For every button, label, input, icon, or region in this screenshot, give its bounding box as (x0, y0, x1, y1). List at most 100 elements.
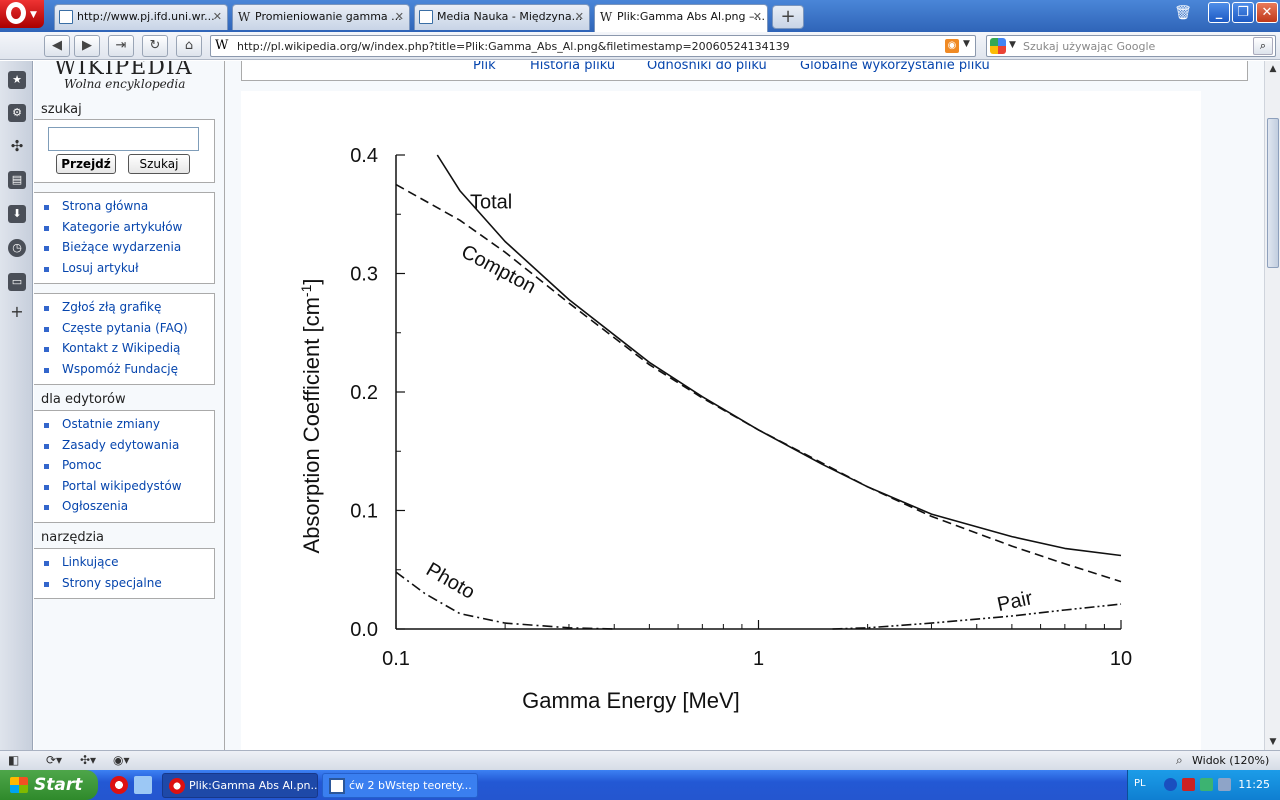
y-tick-label: 0.3 (350, 264, 378, 286)
tools-link[interactable]: Linkujące (44, 555, 214, 576)
help-link[interactable]: Wspomóż Fundację (44, 362, 214, 383)
x-tick-label: 1 (753, 648, 764, 670)
nav-link[interactable]: Kategorie artykułów (44, 220, 214, 241)
google-icon[interactable] (990, 38, 1006, 54)
opera-quicklaunch-icon[interactable] (110, 776, 128, 794)
chevron-left-icon[interactable] (1164, 778, 1177, 791)
help-link[interactable]: Częste pytania (FAQ) (44, 321, 214, 342)
editors-link[interactable]: Portal wikipedystów (44, 479, 214, 500)
close-window-button[interactable]: ✕ (1256, 2, 1278, 23)
turbo-icon[interactable]: ◉▾ (113, 753, 130, 767)
tools-link[interactable]: Strony specjalne (44, 576, 214, 597)
network-icon[interactable] (1200, 778, 1213, 791)
page-icon (419, 10, 433, 24)
opera-logo-icon (6, 2, 26, 24)
nav-link[interactable]: Bieżące wydarzenia (44, 240, 214, 261)
editors-link[interactable]: Ostatnie zmiany (44, 417, 214, 438)
downloads-icon[interactable]: ⬇ (8, 205, 26, 223)
editors-link[interactable]: Pomoc (44, 458, 214, 479)
x-axis-label: Gamma Energy [MeV] (522, 688, 740, 713)
search-placeholder[interactable]: Szukaj używając Google (1023, 40, 1156, 53)
chevron-down-icon[interactable]: ▼ (1009, 40, 1016, 50)
search-field[interactable]: ▼ Szukaj używając Google ⌕ (986, 35, 1276, 57)
pdf-icon[interactable] (1182, 778, 1195, 791)
nav-link[interactable]: Strona główna (44, 199, 214, 220)
desktop-quicklaunch-icon[interactable] (134, 776, 152, 794)
search-button[interactable]: Szukaj (128, 154, 190, 174)
go-button[interactable]: Przejdź (56, 154, 116, 174)
unite-icon[interactable]: ✣ (10, 137, 24, 155)
opera-menu-button[interactable]: ▼ (0, 0, 44, 28)
tab-title: http://www.pj.ifd.uni.wr... (77, 10, 215, 23)
status-bar: ◧ ⟳▾ ✣▾ ◉▾ ⌕ Widok (120%) (0, 750, 1280, 770)
editors-link[interactable]: Zasady edytowania (44, 438, 214, 459)
start-button[interactable]: Start (0, 770, 98, 800)
history-icon[interactable]: ◷ (8, 239, 26, 257)
editors-link[interactable]: Ogłoszenia (44, 499, 214, 520)
search-icon[interactable]: ⌕ (1253, 37, 1273, 55)
zoom-icon: ⌕ (1176, 753, 1183, 767)
fast-forward-button[interactable]: ⇥ (108, 35, 134, 57)
browser-tab[interactable]: http://www.pj.ifd.uni.wr... ✕ (54, 4, 228, 30)
windows-logo-icon (10, 777, 28, 793)
rss-icon[interactable]: ◉ (945, 39, 959, 53)
scroll-up-icon[interactable]: ▲ (1269, 64, 1277, 74)
close-icon[interactable]: ✕ (752, 10, 762, 23)
notes-icon[interactable]: ▤ (8, 171, 26, 189)
wiki-search-input[interactable] (48, 127, 199, 151)
task-label: ćw 2 bWstęp teorety... (349, 779, 472, 792)
chevron-down-icon[interactable]: ▼ (963, 39, 970, 49)
vertical-scrollbar[interactable]: ▲ ▼ (1264, 61, 1280, 750)
home-button[interactable]: ⌂ (176, 35, 202, 57)
opera-icon (169, 778, 185, 794)
wikipedia-logo[interactable]: WIKIPEDIA (54, 61, 193, 80)
task-opera-window[interactable]: Plik:Gamma Abs Al.pn... (162, 773, 318, 798)
widgets-icon[interactable]: ⚙ (8, 104, 26, 122)
close-icon[interactable]: ✕ (394, 10, 404, 23)
minimize-button[interactable]: _ (1208, 2, 1230, 23)
maximize-button[interactable]: ❐ (1232, 2, 1254, 23)
url-text[interactable]: http://pl.wikipedia.org/w/index.php?titl… (237, 40, 790, 53)
help-link[interactable]: Zgłoś złą grafikę (44, 300, 214, 321)
unite-status-icon[interactable]: ✣▾ (80, 753, 97, 767)
x-tick-label: 0.1 (382, 648, 410, 670)
nav-link[interactable]: Losuj artykuł (44, 261, 214, 282)
add-panel-icon[interactable]: + (10, 302, 24, 321)
browser-tab[interactable]: Media Nauka - Międzyna... ✕ (414, 4, 590, 30)
reload-button[interactable]: ↻ (142, 35, 168, 57)
folder-icon[interactable]: ▭ (8, 273, 26, 291)
language-indicator[interactable]: PL (1134, 778, 1146, 789)
editors-portlet: Ostatnie zmiany Zasady edytowania Pomoc … (34, 410, 215, 523)
scroll-thumb[interactable] (1267, 118, 1279, 268)
tab-title: Media Nauka - Międzyna... (437, 10, 583, 23)
close-icon[interactable]: ✕ (574, 10, 584, 23)
y-tick-label: 0.0 (350, 619, 378, 641)
help-portlet: Zgłoś złą grafikę Częste pytania (FAQ) K… (34, 293, 215, 385)
bookmarks-icon[interactable]: ★ (8, 71, 26, 89)
new-tab-button[interactable]: + (772, 5, 804, 29)
tab-file[interactable]: Plik (473, 61, 496, 73)
task-word-window[interactable]: ćw 2 bWstęp teorety... (322, 773, 478, 798)
trash-icon[interactable]: 🗑 (1174, 5, 1192, 21)
scroll-down-icon[interactable]: ▼ (1269, 737, 1277, 747)
tab-global-usage[interactable]: Globalne wykorzystanie pliku (800, 61, 990, 73)
browser-tab-active[interactable]: W Plik:Gamma Abs Al.png –... ✕ (594, 4, 768, 32)
tab-file-links[interactable]: Odnośniki do pliku (647, 61, 767, 73)
url-field[interactable]: W http://pl.wikipedia.org/w/index.php?ti… (210, 35, 976, 57)
file-image[interactable]: 0.0 0.1 0.2 0.3 0.4 0.1 1 10 Gamma Energy [MeV]… (241, 91, 1201, 750)
tab-file-history[interactable]: Historia pliku (530, 61, 616, 73)
browser-tab[interactable]: W Promieniowanie gamma ... ✕ (232, 4, 410, 30)
y-tick-label: 0.4 (350, 145, 378, 167)
zoom-level[interactable]: Widok (120%) (1192, 754, 1270, 767)
help-link[interactable]: Kontakt z Wikipedią (44, 341, 214, 362)
back-button[interactable]: ◀ (44, 35, 70, 57)
forward-button[interactable]: ▶ (74, 35, 100, 57)
sync-icon[interactable]: ⟳▾ (46, 753, 63, 767)
x-tick-label: 10 (1110, 648, 1132, 670)
y-axis-label-close: ] (299, 279, 324, 285)
panel-toggle-icon[interactable]: ◧ (8, 753, 20, 767)
wikipedia-icon: W (237, 10, 251, 24)
monitor-icon[interactable] (1218, 778, 1231, 791)
close-icon[interactable]: ✕ (212, 10, 222, 23)
series-line-pair (832, 603, 1122, 630)
